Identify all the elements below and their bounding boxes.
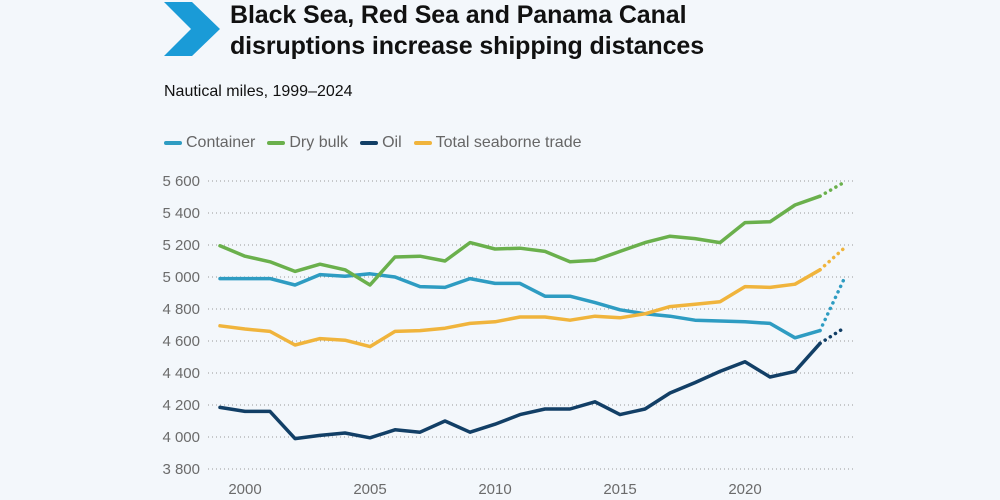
series-projection-oil <box>818 325 847 346</box>
chevron-right-icon <box>164 2 220 56</box>
y-tick-label: 5 200 <box>162 237 200 254</box>
x-tick-label: 2010 <box>478 481 511 498</box>
x-tick-label: 2020 <box>728 481 761 498</box>
series-projection-dry-bulk <box>818 180 847 198</box>
y-tick-label: 4 000 <box>162 429 200 446</box>
y-tick-label: 5 400 <box>162 205 200 222</box>
x-tick-label: 2000 <box>228 481 261 498</box>
series-projection-container <box>818 275 847 333</box>
chart-title-line2: disruptions increase shipping distances <box>230 32 704 60</box>
chart-subtitle: Nautical miles, 1999–2024 <box>164 83 353 100</box>
chevron-shape <box>164 2 220 56</box>
legend-swatch <box>164 141 182 145</box>
series-line-dry-bulk <box>218 194 822 287</box>
y-tick-label: 5 000 <box>162 269 200 286</box>
legend-swatch <box>267 141 286 145</box>
y-tick-label: 5 600 <box>162 173 200 190</box>
y-tick-label: 3 800 <box>162 461 200 478</box>
legend-item-total-seaborne-trade: Total seaborne trade <box>413 134 582 152</box>
x-tick-label: 2015 <box>603 481 636 498</box>
legend-item-oil: Oil <box>360 134 402 152</box>
legend-swatch <box>413 141 432 145</box>
series-line-oil <box>218 341 822 441</box>
chart-title-line1: Black Sea, Red Sea and Panama Canal <box>230 1 687 29</box>
y-tick-label: 4 800 <box>162 301 200 318</box>
x-tick-label: 2005 <box>353 481 386 498</box>
legend: Container Dry bulk Oil Total seaborne trade <box>164 134 582 152</box>
y-tick-label: 4 600 <box>162 333 200 350</box>
legend-item-container: Container <box>164 134 255 152</box>
legend-label: Container <box>186 134 256 151</box>
chart-title: Black Sea, Red Sea and Panama Canal disr… <box>230 0 704 62</box>
legend-swatch <box>360 141 379 145</box>
series-projection-total-seaborne-trade <box>818 245 847 272</box>
series-line-container <box>218 272 822 340</box>
legend-label: Dry bulk <box>289 134 349 151</box>
legend-item-dry-bulk: Dry bulk <box>267 134 348 152</box>
legend-label: Oil <box>382 134 402 151</box>
legend-label: Total seaborne trade <box>435 134 582 151</box>
y-tick-label: 4 200 <box>162 397 200 414</box>
y-tick-label: 4 400 <box>162 365 200 382</box>
series-line-total-seaborne-trade <box>218 268 822 349</box>
